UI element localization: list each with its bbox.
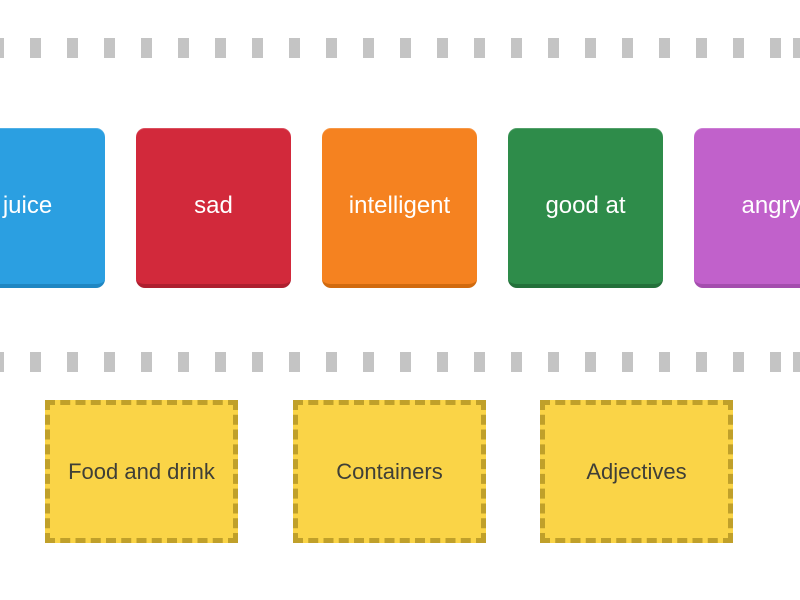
- word-card-sad[interactable]: sad: [136, 128, 291, 288]
- dashed-divider-top: [0, 38, 800, 58]
- word-card-good-at[interactable]: good at: [508, 128, 663, 288]
- word-card-juice[interactable]: juice: [0, 128, 105, 288]
- drop-zone-food-and-drink[interactable]: Food and drink: [45, 400, 238, 543]
- word-card-intelligent[interactable]: intelligent: [322, 128, 477, 288]
- word-card-label: angry: [741, 192, 800, 219]
- word-card-label: intelligent: [348, 192, 451, 219]
- drop-zone-label: Food and drink: [68, 458, 215, 484]
- dashed-divider-middle: [0, 352, 800, 372]
- word-card-angry[interactable]: angry: [694, 128, 800, 288]
- word-card-label: sad: [194, 192, 233, 219]
- drop-zone-containers[interactable]: Containers: [293, 400, 486, 543]
- word-card-label: good at: [545, 192, 626, 219]
- drop-zone-label: Adjectives: [586, 458, 687, 484]
- drop-zone-adjectives[interactable]: Adjectives: [540, 400, 733, 543]
- drop-zone-label: Containers: [336, 458, 443, 484]
- word-cards-row: juice sad intelligent good at angry: [0, 128, 800, 288]
- word-card-label: juice: [2, 192, 53, 219]
